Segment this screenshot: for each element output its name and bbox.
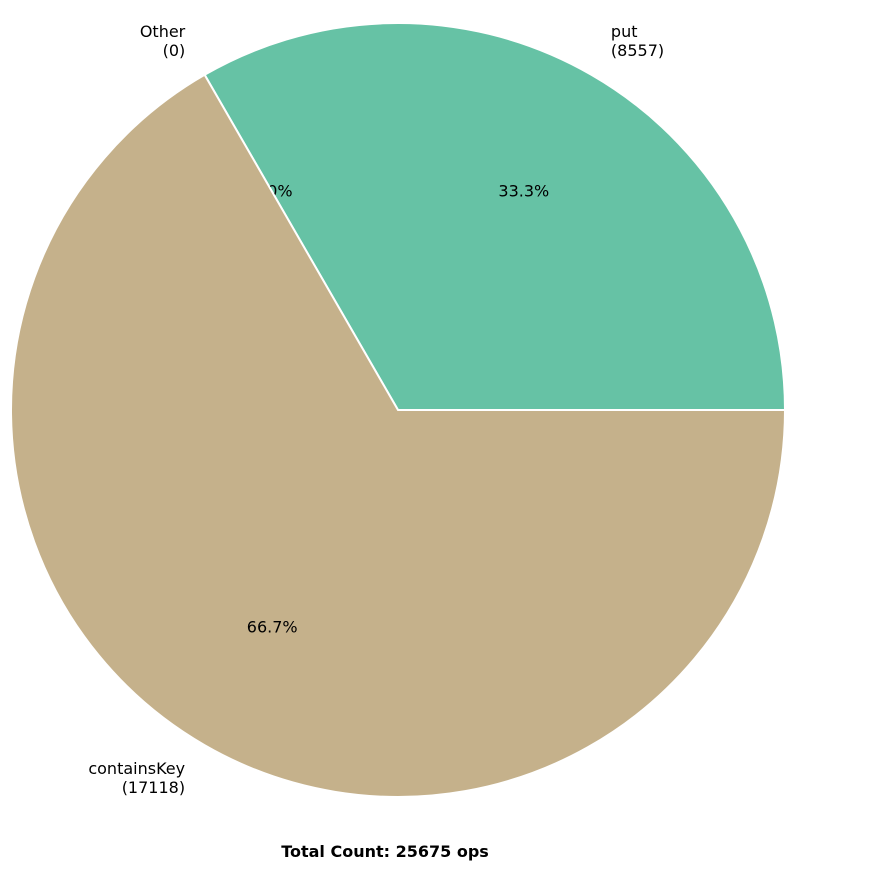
category-label-containskey: containsKey (17118): [88, 759, 185, 797]
category-label-other: Other (0): [140, 22, 186, 60]
category-label-put: put (8557): [611, 22, 664, 60]
pct-label-put: 33.3%: [498, 182, 549, 201]
pct-label-containskey: 66.7%: [247, 617, 298, 636]
pie-slice-put: [203, 22, 787, 411]
total-count-footer: Total Count: 25675 ops: [281, 842, 489, 861]
pie-slice-containskey: [10, 73, 787, 798]
